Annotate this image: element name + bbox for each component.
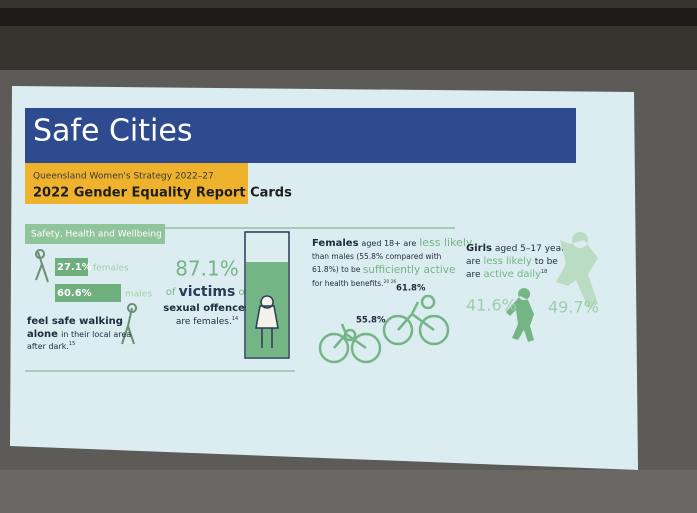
lead: Girls bbox=[466, 243, 492, 254]
female-value: 27.1% bbox=[57, 262, 92, 273]
text: are bbox=[466, 270, 481, 280]
text: are females. bbox=[176, 317, 232, 327]
highlight: sufficiently active bbox=[363, 264, 456, 276]
girls-value: 41.6% bbox=[466, 296, 517, 315]
offences: sexual offences bbox=[163, 303, 251, 314]
female-value: 55.8% bbox=[356, 316, 386, 326]
caption-text: after dark. bbox=[27, 342, 69, 351]
girls-line: are less likely to be bbox=[466, 256, 558, 267]
footnote: 18 bbox=[541, 269, 547, 275]
girls-line: Girls aged 5–17 years bbox=[466, 243, 570, 254]
page: Safe Cities Queensland Women's Strategy … bbox=[0, 0, 697, 513]
male-label: males bbox=[125, 290, 152, 300]
lead: Females bbox=[312, 238, 359, 249]
adults-text: than males (55.8% compared with bbox=[312, 252, 442, 261]
floor-shadow bbox=[0, 470, 697, 513]
text: of bbox=[166, 287, 176, 298]
text: to be bbox=[535, 257, 559, 267]
caption-text: in their local area bbox=[61, 330, 131, 339]
photo: Safe Cities Queensland Women's Strategy … bbox=[0, 0, 697, 513]
female-label: females bbox=[93, 264, 129, 274]
highlight: less likely bbox=[419, 236, 473, 249]
footnote: 15 bbox=[69, 341, 75, 347]
caption-line: after dark.15 bbox=[27, 341, 75, 351]
footnote: 20 26 bbox=[384, 279, 397, 285]
screen-top bbox=[0, 8, 697, 26]
caption-line: alone in their local area bbox=[27, 329, 131, 340]
adults-line: Females aged 18+ are less likely bbox=[312, 236, 473, 249]
banner-line1: Queensland Women's Strategy 2022–27 bbox=[33, 172, 214, 182]
text: aged 5–17 years bbox=[495, 244, 570, 254]
females-line: are females.14 bbox=[176, 316, 238, 327]
footnote: 14 bbox=[232, 316, 238, 322]
section-label: Safety, Health and Wellbeing bbox=[31, 230, 162, 240]
highlight: less likely bbox=[483, 256, 531, 267]
text: aged 18+ are bbox=[361, 239, 416, 248]
text: 61.8%) to be bbox=[312, 265, 361, 274]
male-value: 60.6% bbox=[57, 288, 92, 299]
victims-word: victims bbox=[179, 284, 236, 300]
victims-value: 87.1% bbox=[175, 257, 239, 281]
text: are bbox=[466, 257, 481, 267]
victims-line: of victims of bbox=[166, 284, 249, 300]
boys-value: 49.7% bbox=[548, 298, 599, 317]
caption-bold: feel safe walking bbox=[27, 316, 123, 327]
girls-line: are active daily18 bbox=[466, 269, 547, 281]
highlight: active daily bbox=[483, 269, 541, 280]
text: for health benefits. bbox=[312, 279, 384, 288]
slide-title: Safe Cities bbox=[33, 114, 192, 149]
male-value: 61.8% bbox=[396, 284, 426, 294]
banner-line2: 2022 Gender Equality Report Cards bbox=[33, 186, 292, 201]
caption-bold: alone bbox=[27, 329, 58, 340]
